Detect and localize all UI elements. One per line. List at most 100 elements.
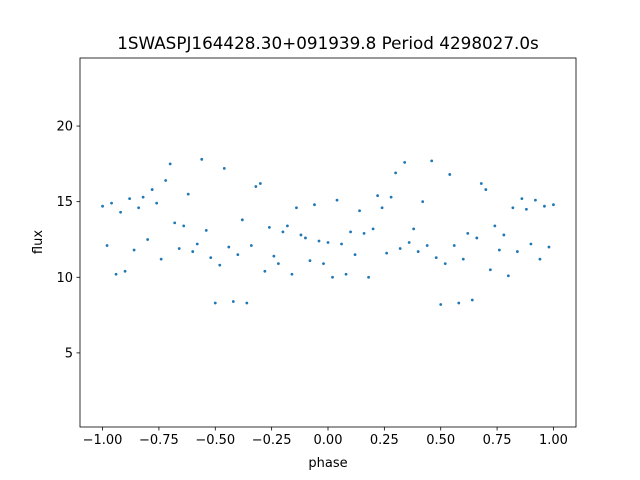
data-point: [110, 201, 113, 205]
data-point: [267, 225, 271, 229]
data-point: [164, 179, 168, 182]
data-point: [367, 275, 370, 279]
data-point: [380, 206, 384, 210]
data-point: [132, 248, 136, 252]
data-point: [263, 269, 267, 273]
y-tick-label: 10: [56, 271, 73, 286]
data-point: [529, 242, 533, 246]
y-tick-label: 5: [65, 346, 73, 361]
data-point: [340, 242, 343, 246]
x-tick-label: −1.00: [83, 433, 123, 448]
y-tick-label: 15: [56, 195, 73, 210]
data-point: [349, 230, 352, 234]
data-point: [222, 167, 226, 170]
data-point: [416, 250, 420, 253]
data-point: [123, 269, 127, 273]
y-axis-label: flux: [31, 230, 46, 254]
data-point: [358, 209, 361, 213]
data-point: [421, 200, 425, 204]
data-point: [177, 247, 181, 250]
data-point: [191, 250, 195, 253]
data-point: [200, 157, 204, 161]
x-axis-label: phase: [308, 456, 347, 471]
data-point: [335, 198, 339, 202]
data-point: [394, 171, 398, 175]
data-point: [506, 274, 510, 278]
x-tick-label: −0.75: [139, 433, 179, 448]
data-point: [398, 247, 402, 250]
data-point: [159, 257, 163, 261]
data-point: [137, 206, 141, 210]
data-point: [525, 207, 528, 211]
data-point: [146, 238, 150, 241]
data-point: [322, 262, 325, 266]
data-point: [484, 188, 488, 191]
data-point: [331, 275, 334, 279]
data-point: [168, 162, 172, 166]
data-point: [308, 259, 312, 263]
data-point: [511, 206, 515, 210]
data-point: [114, 272, 118, 276]
data-point: [277, 262, 280, 266]
data-point: [479, 182, 483, 185]
data-point: [412, 227, 416, 231]
x-tick-label: 1.00: [539, 433, 568, 448]
y-tick-label: 20: [56, 120, 73, 135]
data-point: [488, 268, 492, 272]
data-point: [258, 182, 262, 185]
data-point: [254, 185, 258, 188]
data-point: [457, 301, 461, 305]
data-point: [249, 244, 253, 247]
data-point: [204, 229, 208, 232]
data-point: [299, 233, 303, 237]
data-point: [434, 256, 438, 260]
data-point: [552, 203, 555, 207]
data-point: [231, 300, 235, 303]
data-point: [543, 204, 546, 208]
data-point: [213, 301, 217, 305]
data-point: [425, 244, 429, 247]
data-point: [186, 192, 190, 196]
data-point: [443, 262, 447, 266]
data-point: [218, 263, 222, 267]
data-point: [227, 245, 231, 249]
data-point: [389, 195, 393, 199]
data-point: [281, 230, 285, 234]
data-point: [430, 159, 434, 163]
data-point: [371, 227, 375, 231]
data-point: [141, 195, 145, 199]
data-point: [326, 241, 330, 244]
data-point: [407, 241, 411, 244]
data-point: [105, 244, 109, 247]
data-point: [376, 194, 379, 198]
x-axis-ticks: −1.00 −0.75 −0.50 −0.25 0.00 0.25 0.50 0.75 1.00: [83, 427, 568, 448]
data-point: [119, 210, 122, 214]
data-point: [155, 201, 159, 205]
x-tick-label: −0.50: [195, 433, 235, 448]
data-point: [128, 197, 132, 201]
data-point: [403, 160, 407, 164]
data-point: [502, 233, 506, 237]
data-point: [295, 206, 298, 210]
data-point: [466, 232, 470, 235]
x-tick-label: −0.25: [252, 433, 292, 448]
data-points: [101, 157, 555, 306]
data-point: [493, 224, 497, 228]
data-point: [195, 242, 199, 246]
data-point: [290, 272, 294, 276]
x-tick-label: 0.50: [426, 433, 455, 448]
y-axis-ticks: 5 10 15 20: [56, 120, 80, 361]
data-point: [101, 204, 104, 208]
data-point: [236, 253, 240, 256]
data-point: [475, 236, 479, 240]
data-point: [362, 232, 366, 235]
data-point: [182, 224, 186, 228]
data-point: [547, 245, 551, 249]
data-point: [304, 236, 307, 240]
data-point: [286, 224, 289, 228]
x-tick-label: 0.25: [370, 433, 399, 448]
data-point: [150, 188, 154, 191]
data-point: [461, 257, 465, 261]
